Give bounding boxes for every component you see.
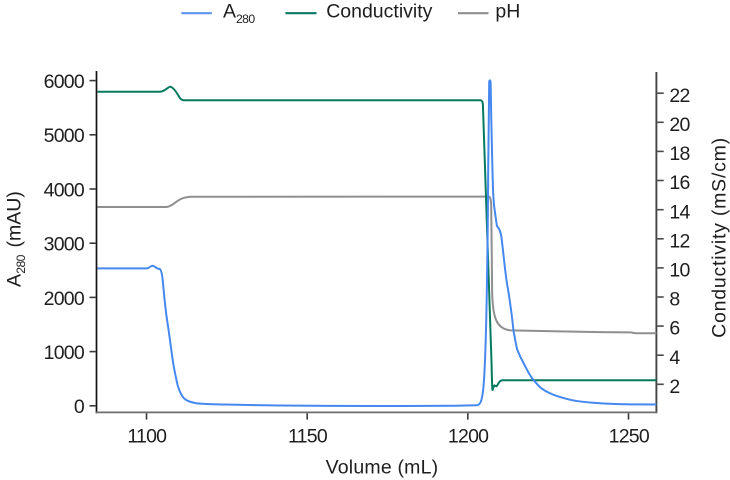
svg-text:5000: 5000	[44, 125, 85, 147]
svg-text:A: A	[4, 274, 26, 287]
svg-text:12: 12	[669, 230, 689, 252]
svg-text:A: A	[223, 1, 236, 23]
svg-text:4000: 4000	[44, 179, 85, 201]
svg-text:3000: 3000	[44, 234, 85, 256]
svg-text:18: 18	[669, 143, 689, 165]
svg-text:6000: 6000	[44, 71, 85, 93]
svg-text:(mAU): (mAU)	[4, 191, 26, 247]
svg-text:280: 280	[236, 12, 255, 26]
svg-text:1200: 1200	[448, 425, 489, 447]
svg-text:1250: 1250	[609, 425, 650, 447]
svg-text:0: 0	[74, 396, 85, 418]
svg-text:16: 16	[669, 172, 689, 194]
svg-text:Conductivity (mS/cm): Conductivity (mS/cm)	[709, 137, 730, 338]
svg-text:280: 280	[14, 254, 28, 273]
svg-text:1100: 1100	[127, 425, 167, 447]
svg-text:8: 8	[669, 289, 679, 311]
svg-text:1150: 1150	[288, 425, 328, 447]
svg-text:6: 6	[669, 318, 679, 340]
svg-text:10: 10	[669, 260, 690, 282]
svg-text:22: 22	[669, 85, 689, 107]
svg-text:14: 14	[669, 201, 690, 223]
svg-text:Conductivity: Conductivity	[326, 1, 432, 23]
svg-text:pH: pH	[495, 1, 520, 23]
svg-text:1000: 1000	[44, 342, 85, 364]
svg-text:Volume (mL): Volume (mL)	[326, 457, 439, 479]
svg-text:20: 20	[669, 114, 690, 136]
svg-text:4: 4	[669, 347, 680, 369]
svg-text:2: 2	[669, 376, 679, 398]
svg-text:2000: 2000	[44, 288, 85, 310]
